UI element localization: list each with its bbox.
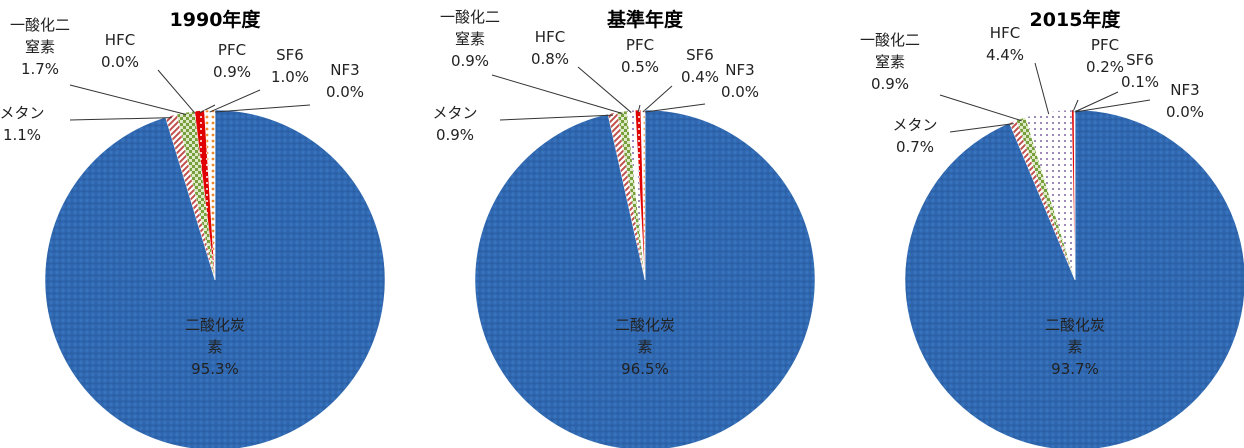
leader-line	[1074, 99, 1151, 113]
leader-line	[644, 103, 706, 113]
slice-label-value: 1.1%	[3, 126, 41, 144]
leader-line	[209, 89, 261, 113]
leader-line	[499, 114, 614, 121]
slice-label-value: 0.5%	[621, 58, 659, 76]
slice-label-value: 0.0%	[326, 83, 364, 101]
slice-label: PFC	[626, 36, 654, 54]
slice-label: SF6	[686, 46, 714, 64]
slice-label-value: 0.4%	[681, 68, 719, 86]
slice-label: メタン	[892, 116, 937, 134]
pie-slice	[474, 109, 816, 448]
slice-label: SF6	[1126, 51, 1154, 69]
slice-label-value: 96.5%	[621, 360, 669, 378]
chart-title: 1990年度	[170, 8, 262, 31]
leader-line	[214, 104, 311, 113]
slice-label: SF6	[276, 46, 304, 64]
chart-title: 2015年度	[1030, 8, 1122, 31]
slice-label-value: 93.7%	[1051, 360, 1099, 378]
slice-label: 二酸化炭素	[615, 316, 675, 356]
leader-line	[69, 117, 172, 121]
slice-label: 二酸化炭素	[185, 316, 245, 356]
slice-label: 一酸化二窒素	[440, 8, 500, 48]
leader-line	[939, 94, 1022, 122]
slice-label: HFC	[105, 31, 135, 49]
slice-label: 二酸化炭素	[1045, 316, 1105, 356]
slice-label-value: 0.2%	[1086, 58, 1124, 76]
slice-label-value: 0.0%	[721, 83, 759, 101]
slice-label-value: 0.1%	[1121, 73, 1159, 91]
leader-line	[637, 104, 641, 113]
slice-label-value: 0.9%	[871, 75, 909, 93]
slice-label: NF3	[330, 61, 359, 79]
slice-label: メタン	[432, 104, 477, 122]
slice-label-value: 1.7%	[21, 60, 59, 78]
slice-label-value: 0.9%	[451, 52, 489, 70]
chart-title: 基準年度	[606, 8, 684, 31]
slice-label-value: 0.9%	[436, 126, 474, 144]
slice-label-value: 0.0%	[1166, 103, 1204, 121]
leader-line	[491, 74, 623, 115]
slice-label: NF3	[1170, 81, 1199, 99]
leader-line	[1034, 62, 1050, 115]
slice-label-value: 0.7%	[896, 138, 934, 156]
slice-label-value: 4.4%	[986, 46, 1024, 64]
pie-slice	[44, 109, 386, 448]
slice-label-value: 0.0%	[101, 53, 139, 71]
slice-label: PFC	[218, 41, 246, 59]
leader-line	[577, 66, 632, 113]
slice-label: HFC	[535, 28, 565, 46]
slice-label-value: 0.8%	[531, 50, 569, 68]
leader-line	[642, 85, 673, 113]
slice-label: メタン	[0, 104, 45, 122]
slice-label-value: 1.0%	[271, 68, 309, 86]
leader-line	[1074, 91, 1119, 113]
leader-line	[69, 84, 187, 115]
slice-label: 一酸化二窒素	[10, 16, 70, 56]
slice-label-value: 95.3%	[191, 360, 239, 378]
slice-label: NF3	[725, 61, 754, 79]
slice-label: HFC	[990, 24, 1020, 42]
slice-label-value: 0.9%	[213, 63, 251, 81]
leader-line	[1072, 99, 1079, 113]
slice-label: PFC	[1091, 36, 1119, 54]
slice-label: 一酸化二窒素	[860, 31, 920, 71]
leader-line	[199, 104, 216, 114]
leader-line	[157, 69, 196, 114]
leader-line	[949, 123, 1014, 133]
